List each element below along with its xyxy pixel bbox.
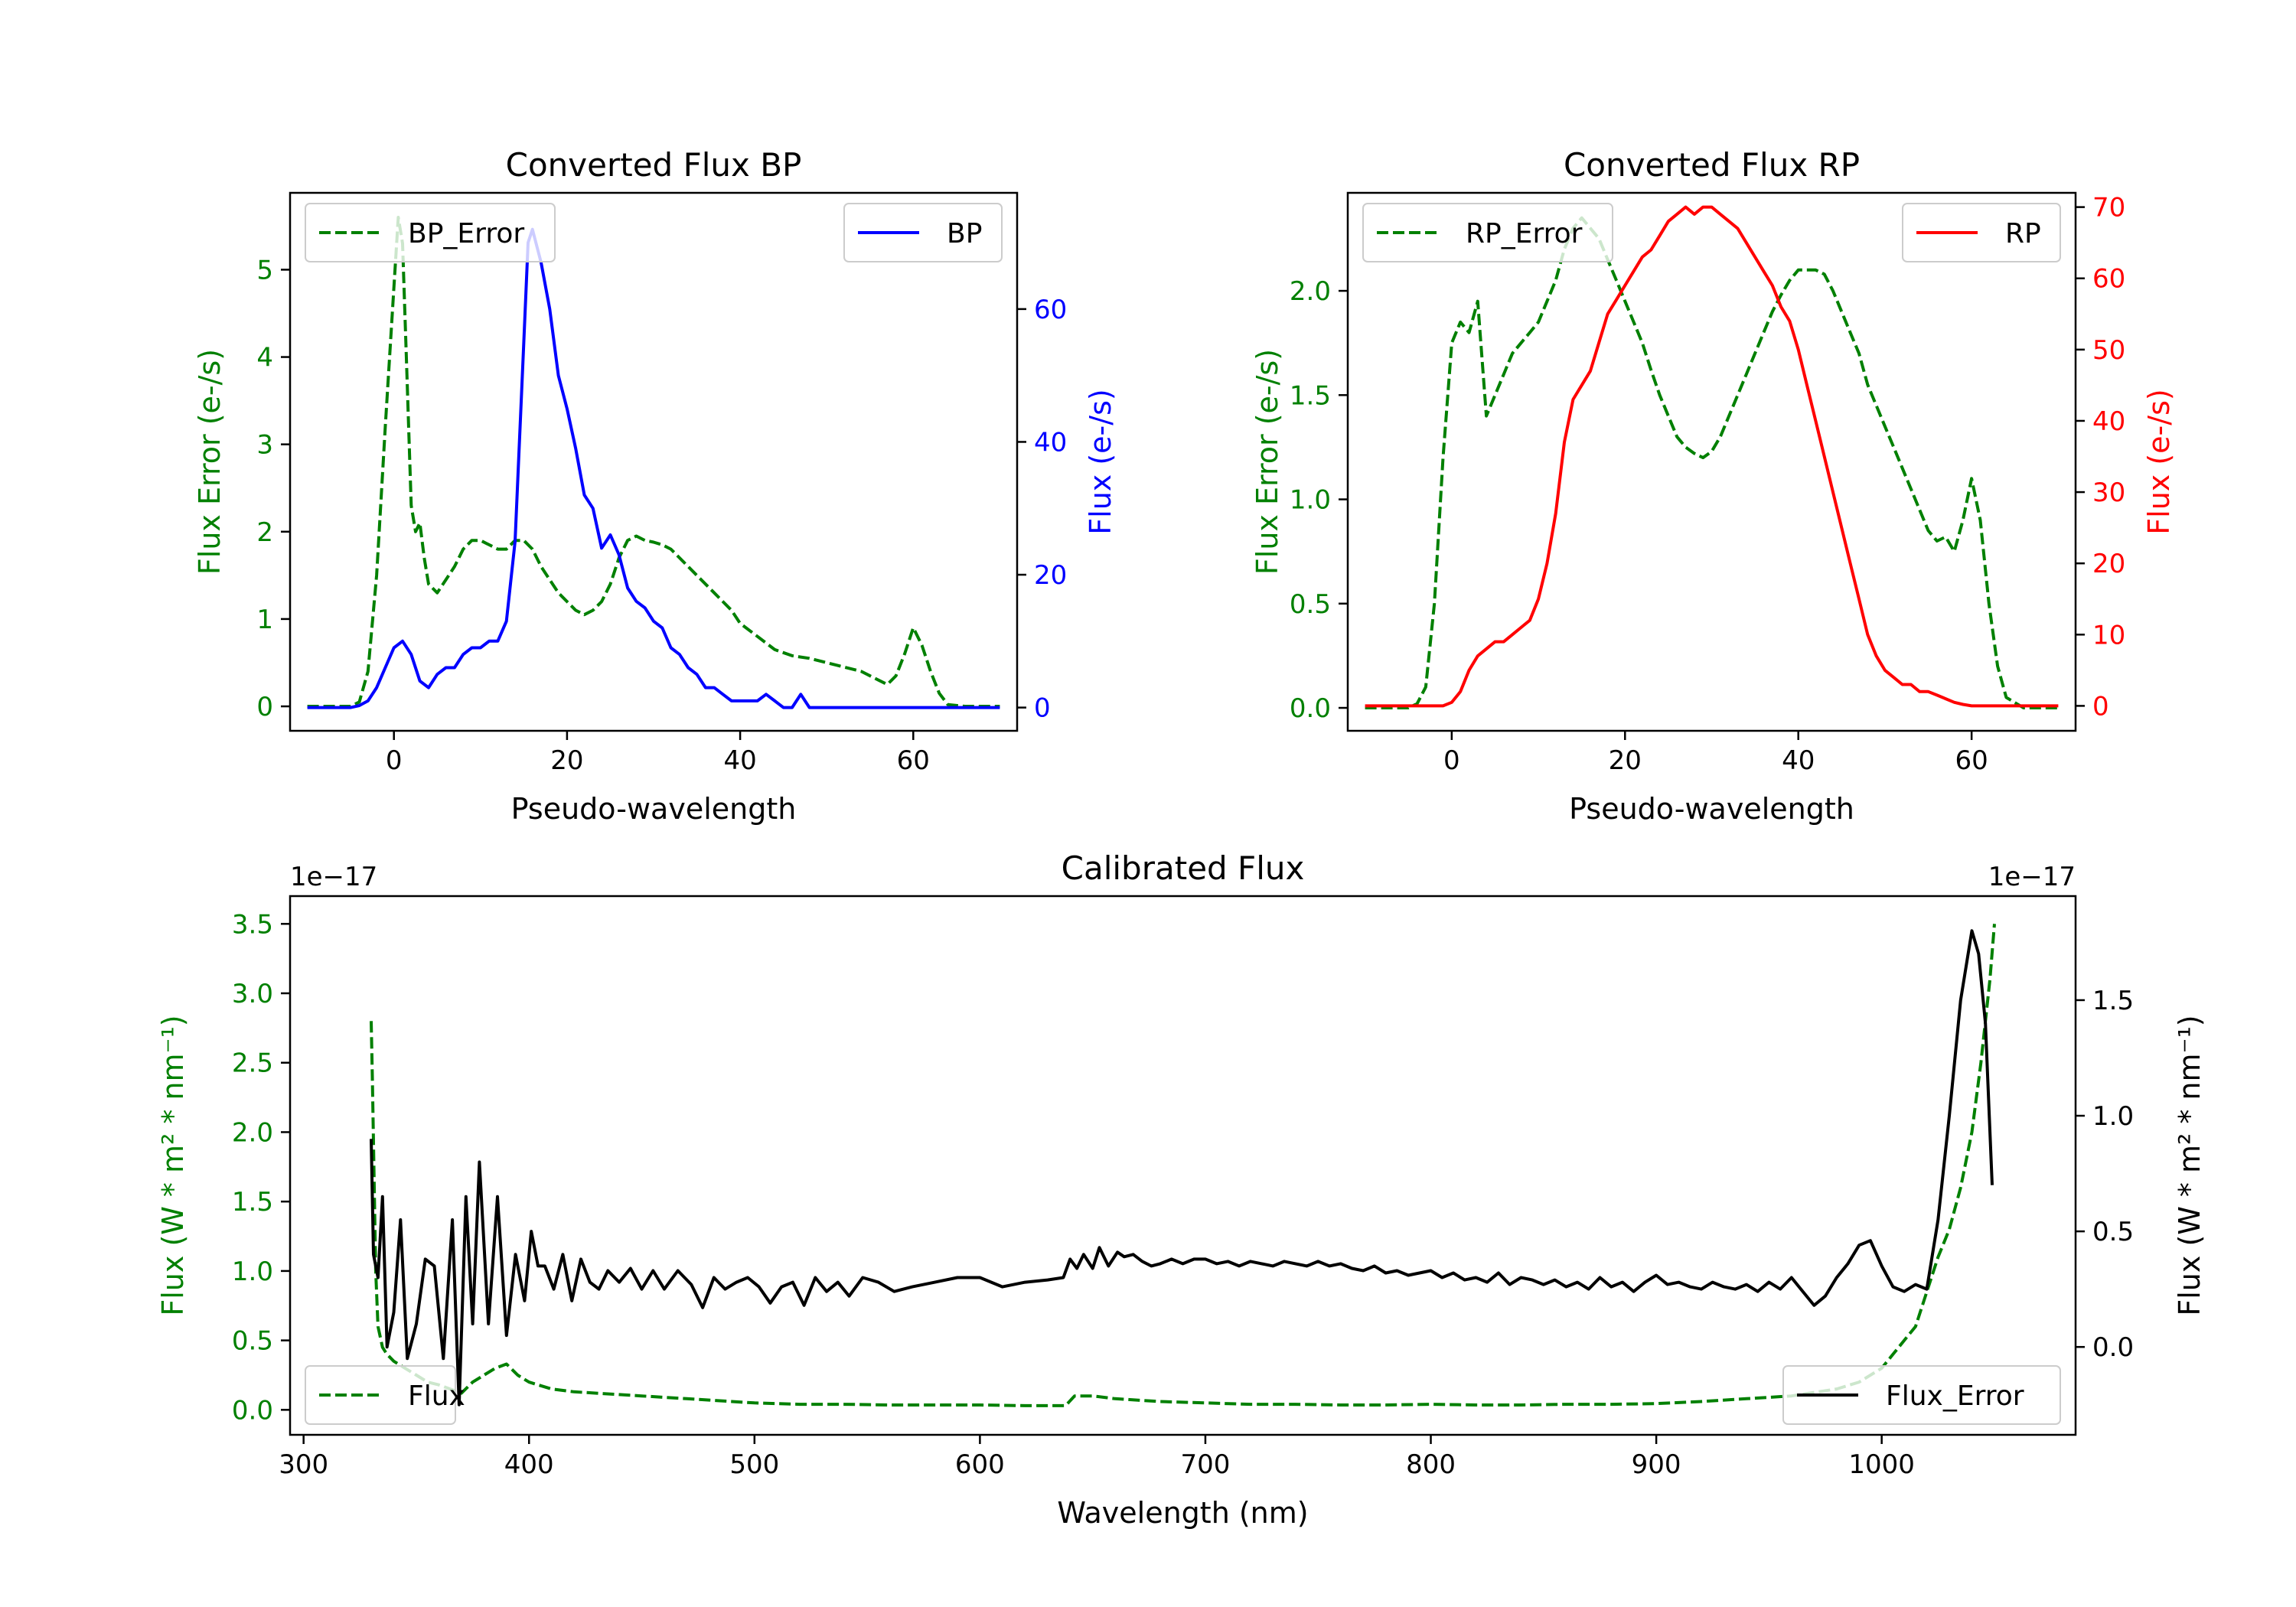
- plot-frame: [289, 191, 1019, 732]
- x-axis-label: Pseudo-wavelength: [1569, 792, 1854, 826]
- x-tick-label: 500: [729, 1449, 779, 1480]
- y-left-tick-label: 0: [256, 692, 273, 722]
- series-line-bp: [307, 227, 1000, 709]
- legend-box: [1902, 203, 2061, 262]
- y-right-tick-label: 1.5: [2092, 986, 2134, 1016]
- y-left-tick-label: 4: [256, 343, 273, 373]
- y-left-tick-label: 2: [256, 517, 273, 548]
- y-right-tick-label: 0.5: [2092, 1217, 2134, 1247]
- y-left-tick-label: 3: [256, 430, 273, 461]
- y-left-tick-label: 3.5: [232, 909, 273, 940]
- series-line-bp-error: [307, 216, 1000, 708]
- y-right-tick-label: 60: [1034, 295, 1067, 325]
- y-left-tick-label: 1.5: [1290, 380, 1331, 411]
- legend-left: Flux: [305, 1365, 465, 1425]
- y-left-tick-label: 1.5: [232, 1187, 273, 1217]
- x-tick-label: 0: [1443, 745, 1460, 776]
- x-tick-label: 800: [1406, 1449, 1456, 1480]
- chart-title: Converted Flux RP: [1564, 146, 1860, 184]
- chart-title: Calibrated Flux: [1062, 849, 1305, 887]
- y-right-tick-label: 30: [2092, 478, 2125, 508]
- y-left-tick-label: 0.0: [232, 1395, 273, 1426]
- x-tick-label: 600: [955, 1449, 1005, 1480]
- y-right-tick-label: 20: [1034, 560, 1067, 591]
- y-right-tick-label: 0: [2092, 691, 2109, 722]
- legend-left: BP_Error: [305, 203, 556, 262]
- x-tick-label: 20: [550, 745, 583, 776]
- series-line-rp: [1365, 205, 2059, 708]
- legend-label: BP_Error: [408, 218, 524, 249]
- x-tick-label: 20: [1609, 745, 1642, 776]
- x-tick-label: 400: [504, 1449, 554, 1480]
- x-axis-label: Wavelength (nm): [1057, 1496, 1308, 1530]
- x-axis-label: Pseudo-wavelength: [511, 792, 797, 826]
- y-left-tick-label: 1.0: [232, 1257, 273, 1287]
- x-tick-label: 60: [1955, 745, 1988, 776]
- legend-label: BP: [947, 218, 982, 249]
- legend-box: [1362, 203, 1613, 262]
- y-left-axis-label: Flux Error (e-/s): [1251, 349, 1284, 575]
- y-right-axis-label: Flux (e-/s): [2142, 389, 2176, 534]
- y-right-tick-label: 20: [2092, 549, 2125, 579]
- y-left-tick-label: 5: [256, 255, 273, 285]
- y-right-tick-label: 10: [2092, 620, 2125, 650]
- series-line-flux-error: [370, 924, 1996, 1407]
- x-tick-label: 900: [1632, 1449, 1681, 1480]
- y-left-tick-label: 1.0: [1290, 485, 1331, 516]
- y-right-offset-label: 1e−17: [1988, 862, 2076, 892]
- legend-box: [843, 203, 1003, 262]
- series-line-rp-error: [1365, 216, 2059, 709]
- legend-label: RP: [2005, 218, 2041, 249]
- legend-box: [1782, 1365, 2061, 1425]
- plot-frame: [1346, 191, 2077, 732]
- legend-right: BP: [843, 203, 1003, 262]
- x-tick-label: 1000: [1848, 1449, 1915, 1480]
- y-left-tick-label: 0.5: [232, 1326, 273, 1357]
- y-left-tick-label: 3.0: [232, 979, 273, 1009]
- x-tick-label: 700: [1181, 1449, 1231, 1480]
- y-right-axis-label: Flux (e-/s): [1084, 389, 1117, 534]
- x-tick-label: 60: [897, 745, 930, 776]
- y-right-tick-label: 40: [2092, 406, 2125, 437]
- y-left-axis-label: Flux (W * m² * nm⁻¹): [156, 1015, 190, 1315]
- legend-right: Flux_Error: [1782, 1365, 2061, 1425]
- y-right-tick-label: 0.0: [2092, 1332, 2134, 1363]
- legend-box: [305, 203, 556, 262]
- x-tick-label: 300: [279, 1449, 328, 1480]
- legend-label: Flux_Error: [1886, 1380, 2024, 1412]
- y-left-tick-label: 2.0: [1290, 276, 1331, 307]
- y-right-tick-label: 40: [1034, 427, 1067, 458]
- y-left-tick-label: 2.0: [232, 1117, 273, 1148]
- y-left-tick-label: 0.5: [1290, 589, 1331, 620]
- y-right-axis-label: Flux (W * m² * nm⁻¹): [2173, 1015, 2206, 1315]
- y-left-axis-label: Flux Error (e-/s): [193, 349, 227, 575]
- x-tick-label: 0: [386, 745, 403, 776]
- y-right-tick-label: 50: [2092, 335, 2125, 366]
- legend-left: RP_Error: [1362, 203, 1613, 262]
- y-right-tick-label: 60: [2092, 264, 2125, 295]
- y-right-tick-label: 70: [2092, 193, 2125, 223]
- x-tick-label: 40: [723, 745, 756, 776]
- y-left-offset-label: 1e−17: [290, 862, 377, 892]
- panel-1: 0 20 40 60 0 1 2 3 4 5 0 20 40 60 Converted Flux BP Pse…: [193, 146, 1117, 826]
- chart-title: Converted Flux BP: [506, 146, 802, 184]
- y-left-tick-label: 2.5: [232, 1048, 273, 1079]
- y-right-tick-label: 1.0: [2092, 1101, 2134, 1132]
- legend-label: RP_Error: [1466, 218, 1583, 249]
- legend-label: Flux: [408, 1380, 465, 1412]
- legend-right: RP: [1902, 203, 2061, 262]
- series-line-flux: [370, 929, 1994, 1407]
- y-left-tick-label: 1: [256, 605, 273, 635]
- panel-2: 0 20 40 60 0.0 0.5 1.0 1.5 2.0 0 10 20 30 40 50 60 70 Con…: [1251, 146, 2176, 826]
- plot-frame: [289, 895, 2077, 1436]
- legend-box: [305, 1365, 456, 1425]
- y-right-tick-label: 0: [1034, 693, 1051, 724]
- y-left-tick-label: 0.0: [1290, 693, 1331, 724]
- panel-3: 300 400 500 600 700 800 900 1000 0.0 0.5 1.0 1.5 2.0…: [156, 849, 2206, 1530]
- x-tick-label: 40: [1782, 745, 1815, 776]
